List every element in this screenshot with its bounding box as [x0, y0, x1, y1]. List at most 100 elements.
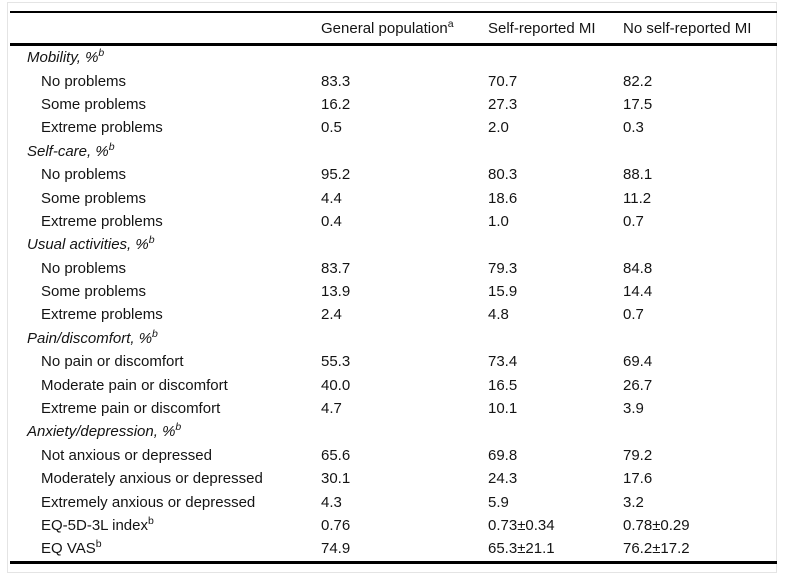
value-cell: 84.8: [623, 259, 653, 277]
value-cell: 73.4: [488, 353, 518, 371]
value-cell: 40.0: [321, 376, 351, 394]
header-general-population: General populationa: [321, 12, 488, 46]
row-label-cell: No problems: [10, 69, 321, 92]
footnote-marker-b: b: [148, 234, 155, 247]
value-cell: 76.2±17.2: [623, 540, 690, 558]
row-label: EQ VAS: [41, 540, 96, 558]
value-cell: 95.2: [321, 166, 351, 184]
row-label-cell: Some problems: [10, 93, 321, 116]
value-cell: [623, 45, 777, 70]
table-row: Moderate pain or discomfort 40.0 16.5 26.7: [10, 373, 777, 396]
value-cell: 0.73±0.34: [488, 517, 555, 534]
header-empty-cell: [10, 12, 321, 46]
value-cell: 0.7: [623, 212, 644, 230]
table-row: Extreme problems 0.4 1.0 0.7: [10, 210, 777, 233]
value-cell: 0.78±0.29: [623, 517, 690, 534]
section-row: Usual activities, %b: [10, 233, 777, 256]
section-label-cell: Self-care, %b: [10, 140, 321, 163]
value-cell: 0.5: [321, 119, 342, 137]
value-cell: 4.8: [488, 306, 509, 324]
value-cell: [321, 45, 488, 70]
value-cell: 79.2: [623, 446, 653, 464]
row-label: Usual activities, %: [27, 236, 149, 254]
table-row: Extreme pain or discomfort 4.7 10.1 3.9: [10, 397, 777, 420]
table-row: Extreme problems 2.4 4.8 0.7: [10, 303, 777, 326]
footnote-marker-b: b: [95, 538, 102, 551]
section-row: Mobility, %b: [10, 45, 777, 70]
section-row: Anxiety/depression, %b: [10, 420, 777, 443]
table-row: No pain or discomfort 55.3 73.4 69.4: [10, 350, 777, 373]
value-cell: 55.3: [321, 353, 351, 371]
value-cell: 83.7: [321, 259, 351, 277]
row-label: No problems: [41, 72, 127, 90]
value-cell: [623, 140, 777, 163]
footnote-marker-b: b: [175, 421, 182, 434]
value-cell: 88.1: [623, 166, 653, 184]
eq5d-results-table: General populationa Self-reported MI No …: [10, 11, 777, 564]
row-label: Moderately anxious or depressed: [41, 470, 263, 488]
row-label-cell: Some problems: [10, 280, 321, 303]
row-label: Extreme problems: [41, 119, 163, 137]
value-cell: 69.4: [623, 353, 653, 371]
header-label: General population: [321, 19, 448, 37]
footnote-marker-b: b: [98, 47, 105, 60]
row-label-cell: Some problems: [10, 186, 321, 209]
value-cell: 3.9: [623, 400, 644, 418]
header-self-reported-mi: Self-reported MI: [488, 12, 623, 46]
value-cell: [321, 140, 488, 163]
footnote-marker-b: b: [108, 140, 115, 153]
value-cell: 4.3: [321, 493, 342, 511]
value-cell: 69.8: [488, 446, 518, 464]
section-row: Self-care, %b: [10, 140, 777, 163]
table-row: Extremely anxious or depressed 4.3 5.9 3.2: [10, 490, 777, 513]
row-label: Pain/discomfort, %: [27, 329, 153, 347]
row-label-cell: Moderate pain or discomfort: [10, 373, 321, 396]
value-cell: 16.2: [321, 95, 351, 113]
value-cell: 0.4: [321, 212, 342, 230]
header-label: Self-reported MI: [488, 19, 596, 37]
table-row: No problems 83.3 70.7 82.2: [10, 69, 777, 92]
row-label: No problems: [41, 166, 127, 184]
value-cell: [321, 327, 488, 350]
row-label-cell: Extremely anxious or depressed: [10, 490, 321, 513]
row-label: Mobility, %: [27, 49, 99, 67]
table-row: EQ-5D-3L indexb 0.76 0.73±0.34 0.78±0.29: [10, 514, 777, 537]
value-cell: 74.9: [321, 540, 351, 558]
value-cell: 11.2: [623, 189, 652, 207]
value-cell: 4.7: [321, 400, 342, 418]
value-cell: 17.6: [623, 470, 653, 488]
value-cell: 18.6: [488, 189, 518, 207]
value-cell: [623, 233, 777, 256]
row-label-cell: Extreme problems: [10, 210, 321, 233]
value-cell: [488, 45, 623, 70]
value-cell: 14.4: [623, 283, 653, 301]
table-row: Some problems 13.9 15.9 14.4: [10, 280, 777, 303]
table-row: Moderately anxious or depressed 30.1 24.3 1…: [10, 467, 777, 490]
value-cell: 27.3: [488, 95, 518, 113]
row-label: Extreme problems: [41, 306, 163, 324]
value-cell: [623, 420, 777, 443]
row-label: Extreme problems: [41, 212, 163, 230]
value-cell: 83.3: [321, 72, 351, 90]
value-cell: [488, 420, 623, 443]
footnote-marker-b: b: [152, 327, 158, 340]
table-row: Some problems 4.4 18.6 11.2: [10, 186, 777, 209]
value-cell: 3.2: [623, 493, 644, 511]
value-cell: 65.3±21.1: [488, 540, 555, 558]
value-cell: [488, 233, 623, 256]
row-label-cell: Extreme problems: [10, 116, 321, 139]
section-row: Pain/discomfort, %b: [10, 327, 777, 350]
row-label: Moderate pain or discomfort: [41, 376, 228, 394]
value-cell: 24.3: [488, 470, 518, 488]
row-label-cell: Not anxious or depressed: [10, 444, 321, 467]
value-cell: [321, 233, 488, 256]
value-cell: 79.3: [488, 259, 518, 277]
value-cell: 13.9: [321, 283, 351, 301]
value-cell: 17.5: [623, 95, 653, 113]
value-cell: 80.3: [488, 166, 518, 184]
section-label-cell: Mobility, %b: [10, 45, 321, 70]
section-label-cell: Pain/discomfort, %b: [10, 327, 321, 350]
table-row: No problems 95.2 80.3 88.1: [10, 163, 777, 186]
value-cell: [488, 140, 623, 163]
